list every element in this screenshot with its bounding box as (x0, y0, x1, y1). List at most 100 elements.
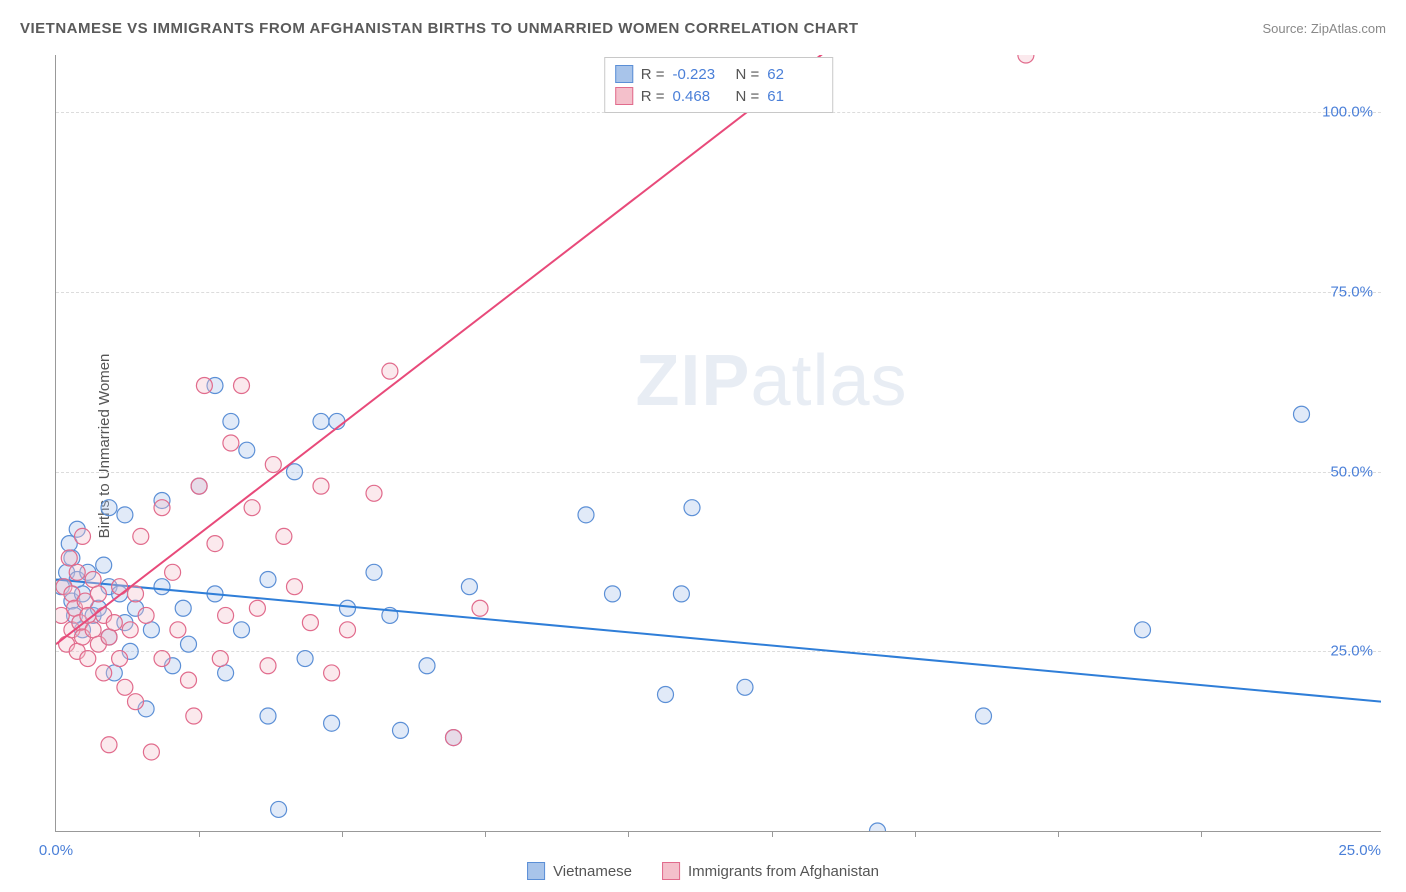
data-point (658, 686, 674, 702)
data-point (260, 572, 276, 588)
source-label: Source: ZipAtlas.com (1262, 21, 1386, 36)
data-point (1018, 55, 1034, 63)
data-point (207, 536, 223, 552)
x-tick (485, 831, 486, 837)
data-point (472, 600, 488, 616)
x-tick (1201, 831, 1202, 837)
data-point (170, 622, 186, 638)
data-point (340, 622, 356, 638)
data-point (122, 622, 138, 638)
x-tick (342, 831, 343, 837)
data-point (106, 615, 122, 631)
data-point (366, 564, 382, 580)
data-point (340, 600, 356, 616)
data-point (117, 679, 133, 695)
data-point (186, 708, 202, 724)
data-point (191, 478, 207, 494)
x-tick (628, 831, 629, 837)
data-point (302, 615, 318, 631)
x-tick (1058, 831, 1059, 837)
data-point (101, 737, 117, 753)
data-point (85, 622, 101, 638)
plot-svg (56, 55, 1381, 831)
correlation-chart: VIETNAMESE VS IMMIGRANTS FROM AFGHANISTA… (0, 0, 1406, 892)
data-point (260, 708, 276, 724)
data-point (287, 464, 303, 480)
data-point (313, 478, 329, 494)
data-point (218, 665, 234, 681)
data-point (976, 708, 992, 724)
data-point (461, 579, 477, 595)
data-point (271, 801, 287, 817)
legend-stats-row: R = -0.223 N = 62 (615, 63, 823, 85)
data-point (578, 507, 594, 523)
data-point (673, 586, 689, 602)
data-point (61, 550, 77, 566)
data-point (223, 413, 239, 429)
data-point (96, 557, 112, 573)
legend-swatch-blue (615, 65, 633, 83)
data-point (143, 622, 159, 638)
data-point (313, 413, 329, 429)
data-point (297, 651, 313, 667)
data-point (382, 363, 398, 379)
data-point (605, 586, 621, 602)
legend-swatch-pink (615, 87, 633, 105)
data-point (870, 823, 886, 831)
data-point (324, 665, 340, 681)
trend-line (56, 55, 825, 644)
data-point (223, 435, 239, 451)
data-point (154, 651, 170, 667)
data-point (196, 378, 212, 394)
title-bar: VIETNAMESE VS IMMIGRANTS FROM AFGHANISTA… (20, 20, 1386, 37)
data-point (112, 579, 128, 595)
plot-area: ZIPatlas R = -0.223 N = 62 R = 0.468 N =… (55, 55, 1381, 832)
x-tick-label: 0.0% (39, 842, 73, 859)
data-point (234, 378, 250, 394)
data-point (154, 500, 170, 516)
data-point (133, 528, 149, 544)
data-point (69, 564, 85, 580)
legend-label: Vietnamese (553, 863, 632, 880)
x-tick-label: 25.0% (1338, 842, 1381, 859)
data-point (218, 607, 234, 623)
data-point (80, 651, 96, 667)
legend-stats-row: R = 0.468 N = 61 (615, 85, 823, 107)
data-point (244, 500, 260, 516)
legend-swatch-blue (527, 862, 545, 880)
legend-label: Immigrants from Afghanistan (688, 863, 879, 880)
data-point (101, 629, 117, 645)
data-point (265, 457, 281, 473)
data-point (175, 600, 191, 616)
data-point (239, 442, 255, 458)
data-point (1135, 622, 1151, 638)
legend-series: Vietnamese Immigrants from Afghanistan (527, 862, 879, 880)
data-point (260, 658, 276, 674)
legend-item-afghanistan: Immigrants from Afghanistan (662, 862, 879, 880)
data-point (181, 636, 197, 652)
data-point (287, 579, 303, 595)
trend-line (56, 580, 1381, 702)
data-point (249, 600, 265, 616)
legend-swatch-pink (662, 862, 680, 880)
data-point (366, 485, 382, 501)
chart-title: VIETNAMESE VS IMMIGRANTS FROM AFGHANISTA… (20, 20, 859, 37)
data-point (684, 500, 700, 516)
data-point (143, 744, 159, 760)
data-point (165, 564, 181, 580)
data-point (90, 586, 106, 602)
data-point (446, 730, 462, 746)
data-point (324, 715, 340, 731)
x-tick (772, 831, 773, 837)
data-point (234, 622, 250, 638)
data-point (276, 528, 292, 544)
data-point (112, 651, 128, 667)
data-point (393, 722, 409, 738)
legend-item-vietnamese: Vietnamese (527, 862, 632, 880)
data-point (96, 665, 112, 681)
data-point (154, 579, 170, 595)
data-point (75, 528, 91, 544)
data-point (419, 658, 435, 674)
data-point (212, 651, 228, 667)
data-point (85, 572, 101, 588)
